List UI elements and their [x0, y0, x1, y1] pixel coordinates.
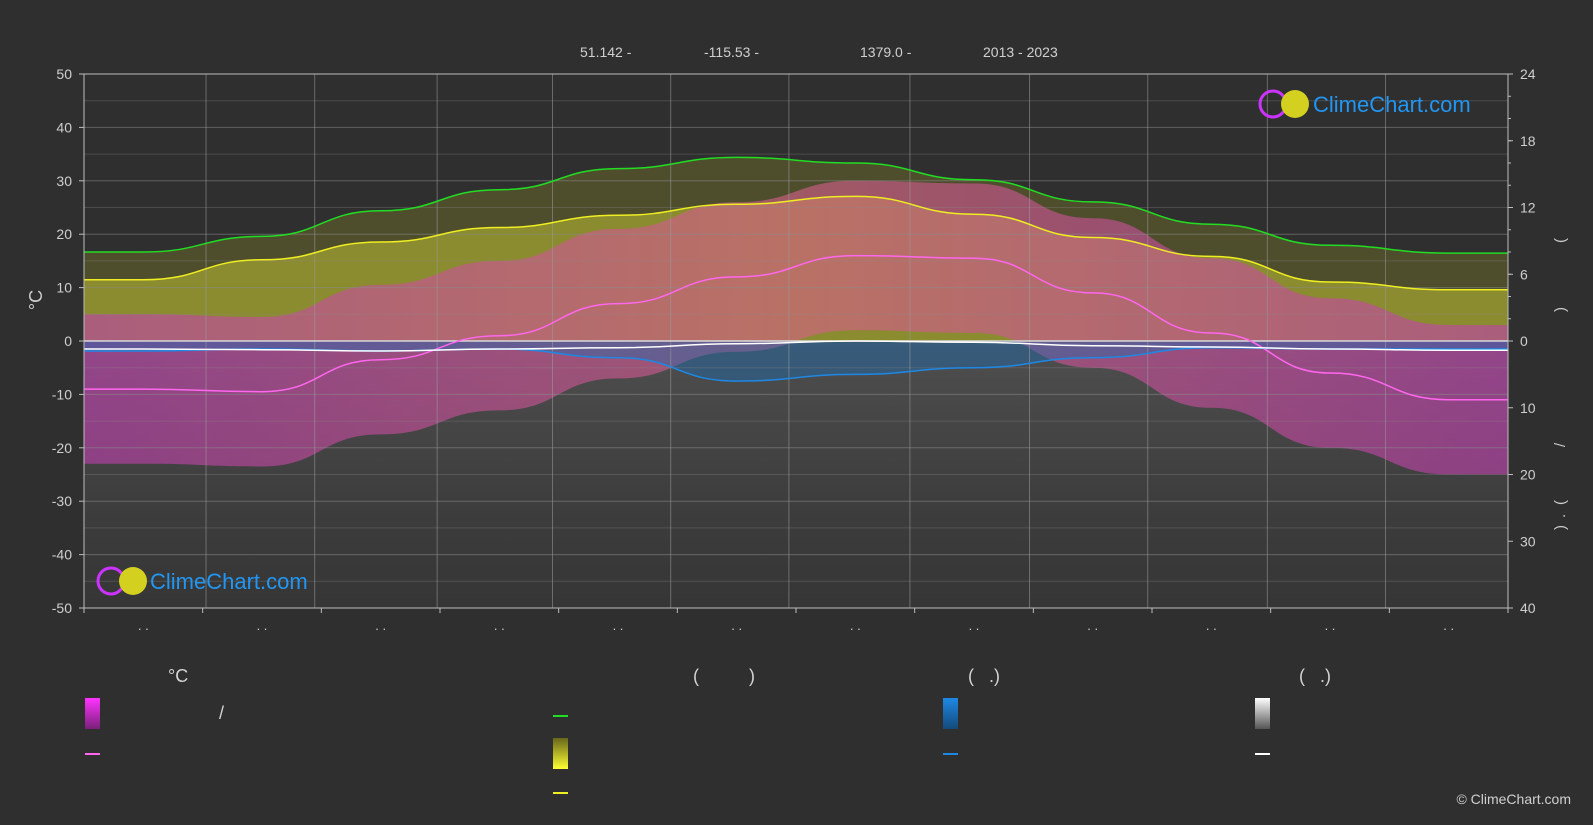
- header-years: 2013 - 2023: [983, 44, 1058, 60]
- right-axis-label-fragment: ): [1552, 525, 1569, 530]
- legend-heading-sun: ( ): [693, 666, 755, 686]
- legend-heading-rain: ( .): [968, 666, 1000, 686]
- right-tick-label: 10: [1520, 400, 1536, 416]
- legend-line-precip: [943, 753, 958, 755]
- x-tick-label: . .: [1087, 618, 1098, 633]
- right-tick-label: 30: [1520, 533, 1536, 549]
- right-tick-label: 12: [1520, 200, 1536, 216]
- logo-sun-icon: [1281, 90, 1309, 118]
- legend-swatch-precip: [943, 698, 958, 729]
- x-tick-label: . .: [850, 618, 861, 633]
- legend-line-snow: [1255, 753, 1270, 755]
- x-tick-label: . .: [138, 618, 149, 633]
- left-tick-label: -20: [52, 440, 72, 456]
- right-tick-label: 18: [1520, 133, 1536, 149]
- header-elevation: 1379.0 -: [860, 44, 912, 60]
- left-tick-label: 30: [56, 173, 72, 189]
- legend-heading-temperature: °C: [168, 666, 189, 686]
- x-tick-label: . .: [1206, 618, 1217, 633]
- x-tick-label: . .: [613, 618, 624, 633]
- header-latitude: 51.142 -: [580, 44, 632, 60]
- left-tick-label: -40: [52, 547, 72, 563]
- sunshine-line: [84, 195, 1508, 291]
- legend-swatch-temp-range: [85, 698, 100, 729]
- grid: [84, 73, 1508, 609]
- left-tick-label: -30: [52, 493, 72, 509]
- x-tick-label: . .: [731, 618, 742, 633]
- daylight-line: [84, 156, 1508, 254]
- legend-line-max-temp: [85, 753, 100, 755]
- temperature-range-area: [84, 180, 1508, 475]
- x-tick-label: . .: [257, 618, 268, 633]
- x-tick-label: . .: [1443, 618, 1454, 633]
- watermark-text-top: ClimeChart.com: [1313, 92, 1471, 117]
- x-tick-label: . .: [1325, 618, 1336, 633]
- right-axis-label-fragment: (: [1552, 500, 1569, 505]
- left-tick-label: -50: [52, 600, 72, 616]
- left-tick-label: 40: [56, 119, 72, 135]
- right-axis-label-fragment: ): [1552, 307, 1569, 312]
- x-tick-label: . .: [494, 618, 505, 633]
- right-tick-label: 24: [1520, 66, 1536, 82]
- left-axis-label: °C: [26, 290, 46, 310]
- right-tick-label: 6: [1520, 266, 1528, 282]
- snow-line: [84, 340, 1508, 352]
- legend-slash: /: [219, 703, 225, 723]
- left-tick-label: 20: [56, 226, 72, 242]
- watermark-text-bottom: ClimeChart.com: [150, 569, 308, 594]
- x-tick-label: . .: [375, 618, 386, 633]
- right-tick-label: 40: [1520, 600, 1536, 616]
- series-lines: [83, 156, 1508, 401]
- right-axis-label-fragment: /: [1552, 442, 1569, 447]
- legend-line-daylight: [553, 715, 568, 717]
- right-tick-label: 20: [1520, 467, 1536, 483]
- temperature-line: [84, 254, 1508, 401]
- copyright: © ClimeChart.com: [1456, 791, 1571, 807]
- logo-watermark-top: ClimeChart.com: [1258, 89, 1471, 119]
- legend-swatch-snow: [1255, 698, 1270, 729]
- legend-swatch-sunshine: [553, 738, 568, 769]
- precipitation-area: [84, 341, 1508, 382]
- right-axis-label-fragment: (: [1552, 238, 1569, 243]
- logo-watermark-bottom: ClimeChart.com: [96, 566, 308, 596]
- left-tick-label: 10: [56, 280, 72, 296]
- axes: 50 40 30 20 10 0 -10 -20 -30 -40 -50 °C 24 18 12 6 0 10 20…: [26, 66, 1569, 633]
- right-tick-label: 0: [1520, 333, 1528, 349]
- left-tick-label: 50: [56, 66, 72, 82]
- x-tick-label: . .: [969, 618, 980, 633]
- logo-sun-icon: [119, 567, 147, 595]
- legend-heading-snow: ( .): [1299, 666, 1331, 686]
- header-longitude: -115.53 -: [704, 44, 759, 60]
- left-tick-label: 0: [64, 333, 72, 349]
- legend-line-sunshine: [553, 792, 568, 794]
- left-tick-label: -10: [52, 386, 72, 402]
- right-axis-label-fragment: .: [1552, 514, 1569, 518]
